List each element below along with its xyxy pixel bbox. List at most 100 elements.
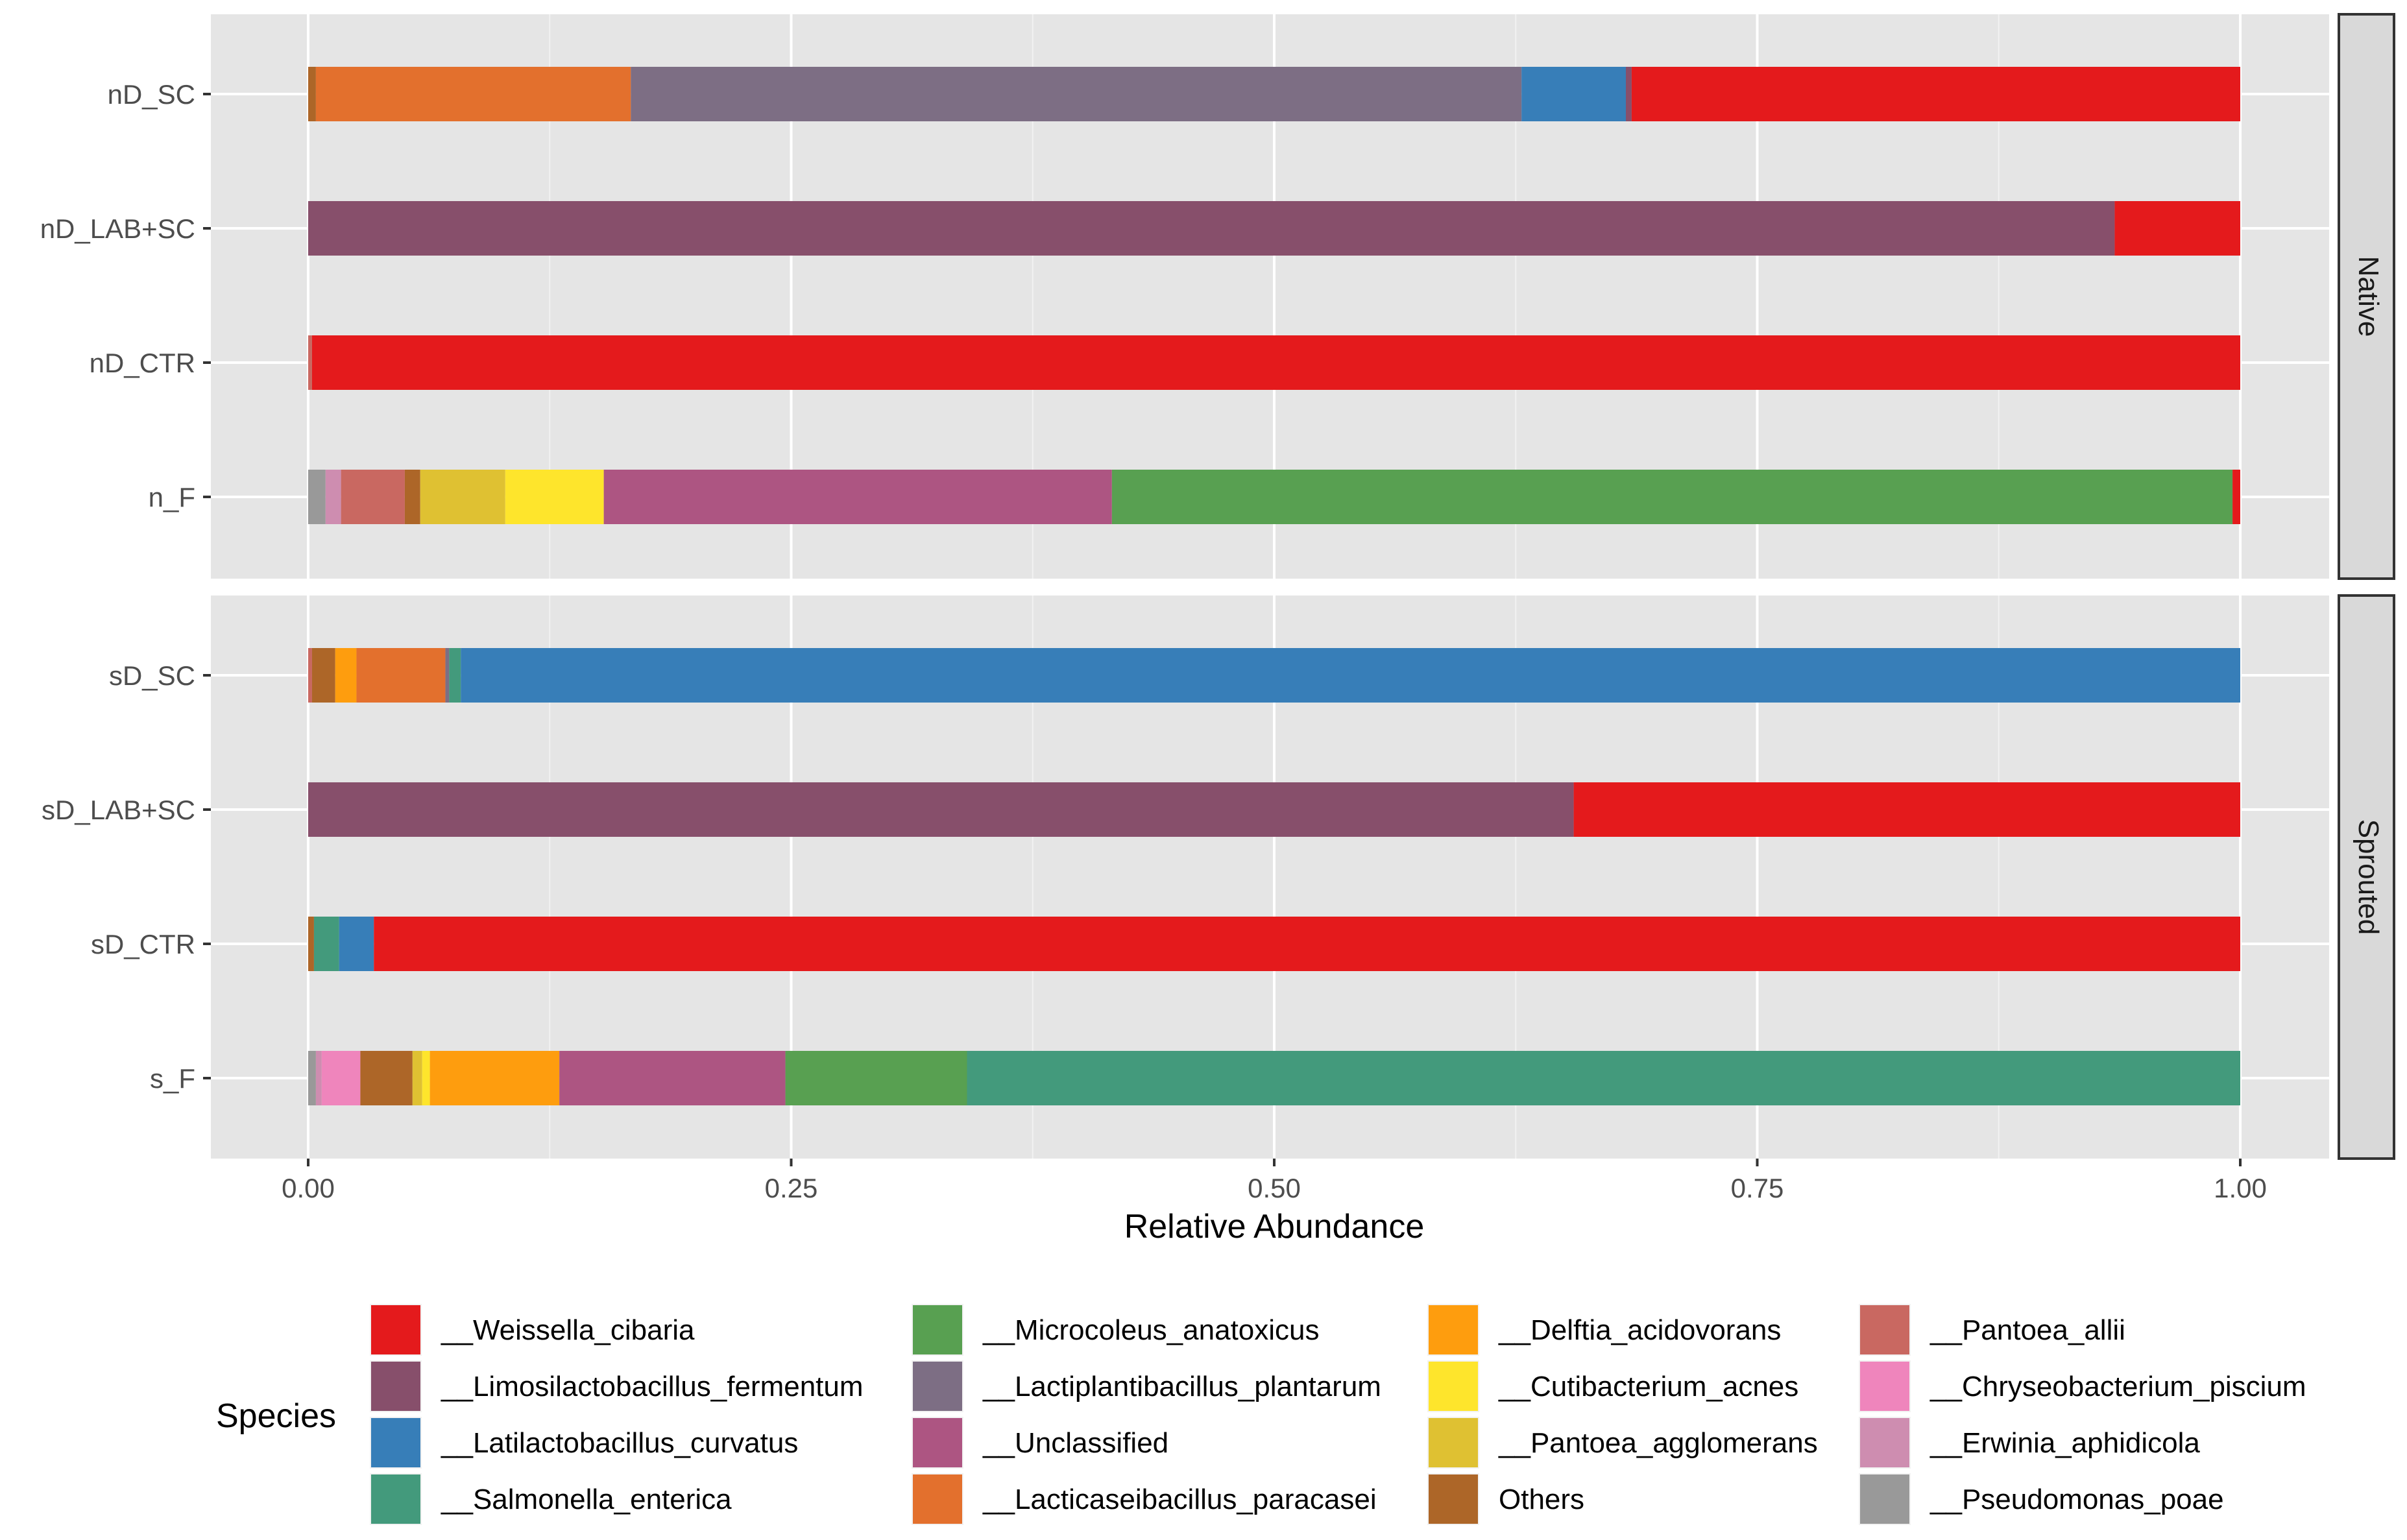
bar-segment-others <box>404 470 420 524</box>
bar-sd-lab-sc <box>308 782 2240 837</box>
legend-label: __Pantoea_agglomerans <box>1498 1427 1818 1459</box>
legend-title: Species <box>216 1397 336 1435</box>
bar-sd-sc <box>308 648 2241 703</box>
bar-segment-microcoleus-anatoxicus <box>1111 470 2233 524</box>
panels-layer: nD_SC nD_LAB+SC nD_CTR n_F Native sD_SC sD_LAB… <box>40 13 2395 1160</box>
bar-segment-salmonella-enterica <box>313 917 339 971</box>
bar-s-f <box>308 1051 2240 1105</box>
facet-strip <box>2338 594 2395 1160</box>
bar-segment-delftia-acidovorans <box>429 1051 560 1105</box>
bar-segment-others <box>360 1051 413 1105</box>
legend-swatch <box>1429 1305 1478 1354</box>
x-tick-label: 0.00 <box>282 1173 335 1203</box>
y-tick-label: sD_LAB+SC <box>42 795 195 825</box>
bar-segment-weissella-cibaria <box>1631 67 2240 121</box>
bar-segment-cutibacterium-acnes <box>422 1051 430 1105</box>
legend-label: __Lactiplantibacillus_plantarum <box>982 1371 1381 1402</box>
bar-segment-weissella-cibaria <box>1573 782 2240 837</box>
legend-label: __Erwinia_aphidicola <box>1929 1427 2200 1459</box>
bar-segment-pantoea-agglomerans <box>412 1051 422 1105</box>
bar-segment-limosilactobacillus-fermentum <box>308 782 1574 837</box>
bar-segment-others <box>311 648 335 703</box>
bar-segment-weissella-cibaria <box>311 335 2240 390</box>
x-axis-label: Relative Abundance <box>1124 1208 1425 1245</box>
bar-segment-pseudomonas-poae <box>308 470 326 524</box>
bar-segment-salmonella-enterica <box>967 1051 2240 1105</box>
y-tick-label: n_F <box>149 482 195 512</box>
bar-segment-latilactobacillus-curvatus <box>461 648 2241 703</box>
legend-item-microcoleus-anatoxicus: __Microcoleus_anatoxicus <box>912 1304 1320 1356</box>
legend-item-delftia-acidovorans: __Delftia_acidovorans <box>1427 1304 1781 1356</box>
y-tick-label: sD_CTR <box>91 929 195 959</box>
bar-segment-unclassified <box>603 470 1112 524</box>
legend-item-erwinia-aphidicola: __Erwinia_aphidicola <box>1859 1417 2200 1469</box>
bar-segment-lactiplantibacillus-plantarum <box>631 67 1522 121</box>
bar-segment-limosilactobacillus-fermentum <box>308 201 2115 256</box>
legend: Species __Weissella_cibaria __Limosilacto… <box>216 1304 2306 1525</box>
bar-segment-pantoea-allii <box>308 648 312 703</box>
legend-item-pantoea-allii: __Pantoea_allii <box>1859 1304 2125 1356</box>
legend-swatch <box>913 1362 962 1411</box>
legend-item-others: Others <box>1427 1473 1584 1525</box>
bar-segment-limosilactobacillus-fermentum <box>1625 67 1632 121</box>
y-tick-label: s_F <box>150 1063 195 1094</box>
bar-nd-sc <box>308 67 2240 121</box>
legend-swatch <box>1429 1362 1478 1411</box>
legend-swatch <box>913 1418 962 1467</box>
bar-segment-others <box>308 917 314 971</box>
bar-n-f <box>308 470 2240 524</box>
legend-item-unclassified: __Unclassified <box>912 1417 1168 1469</box>
y-tick-label: nD_LAB+SC <box>40 213 195 244</box>
bar-segment-erwinia-aphidicola <box>315 1051 322 1105</box>
legend-swatch <box>1429 1418 1478 1467</box>
legend-item-pseudomonas-poae: __Pseudomonas_poae <box>1859 1473 2224 1525</box>
legend-label: __Chryseobacterium_piscium <box>1929 1371 2306 1402</box>
facet-strip-label: Native <box>2353 256 2384 337</box>
legend-item-lacticaseibacillus-paracasei: __Lacticaseibacillus_paracasei <box>912 1473 1377 1525</box>
panel-sprouted: sD_SC sD_LAB+SC sD_CTR s_F Sprouted <box>42 594 2395 1160</box>
bar-segment-weissella-cibaria <box>2232 470 2240 524</box>
legend-swatch <box>371 1305 420 1354</box>
x-tick-label: 0.50 <box>1248 1173 1301 1203</box>
bar-segment-latilactobacillus-curvatus <box>339 917 374 971</box>
legend-item-weissella-cibaria: __Weissella_cibaria <box>370 1304 695 1356</box>
y-tick-label: sD_SC <box>109 660 195 691</box>
legend-swatch <box>913 1474 962 1524</box>
legend-swatch <box>1860 1474 1909 1524</box>
legend-label: __Delftia_acidovorans <box>1498 1314 1781 1346</box>
legend-swatch <box>371 1418 420 1467</box>
legend-label: __Latilactobacillus_curvatus <box>441 1427 798 1459</box>
legend-label: __Salmonella_enterica <box>441 1484 732 1515</box>
legend-swatch <box>1860 1418 1909 1467</box>
facet-strip <box>2338 13 2395 580</box>
bar-segment-lactiplantibacillus-plantarum <box>445 648 450 703</box>
bar-segment-cutibacterium-acnes <box>505 470 604 524</box>
bar-segment-unclassified <box>559 1051 786 1105</box>
bar-segment-latilactobacillus-curvatus <box>1521 67 1626 121</box>
bar-segment-pseudomonas-poae <box>308 1051 316 1105</box>
facet-strip-label: Sprouted <box>2353 819 2384 935</box>
bar-segment-weissella-cibaria <box>374 917 2241 971</box>
bar-segment-pantoea-allii <box>308 335 312 390</box>
x-tick-label: 1.00 <box>2214 1173 2267 1203</box>
legend-swatch <box>1429 1474 1478 1524</box>
x-tick-label: 0.75 <box>1731 1173 1784 1203</box>
legend-swatch <box>371 1362 420 1411</box>
legend-item-salmonella-enterica: __Salmonella_enterica <box>370 1473 732 1525</box>
legend-item-pantoea-agglomerans: __Pantoea_agglomerans <box>1427 1417 1818 1469</box>
legend-item-limosilactobacillus-fermentum: __Limosilactobacillus_fermentum <box>370 1360 864 1412</box>
x-tick-label: 0.25 <box>765 1173 818 1203</box>
legend-item-lactiplantibacillus-plantarum: __Lactiplantibacillus_plantarum <box>912 1360 1381 1412</box>
bar-segment-pantoea-agglomerans <box>420 470 505 524</box>
legend-swatch <box>371 1474 420 1524</box>
legend-swatch <box>913 1305 962 1354</box>
bar-segment-microcoleus-anatoxicus <box>785 1051 967 1105</box>
bar-segment-salmonella-enterica <box>449 648 461 703</box>
bar-segment-chryseobacterium-piscium <box>321 1051 361 1105</box>
bar-segment-weissella-cibaria <box>2114 201 2240 256</box>
bar-segment-others <box>308 67 316 121</box>
panel-native: nD_SC nD_LAB+SC nD_CTR n_F Native <box>40 13 2395 580</box>
legend-label: __Pantoea_allii <box>1929 1314 2125 1346</box>
legend-item-latilactobacillus-curvatus: __Latilactobacillus_curvatus <box>370 1417 798 1469</box>
